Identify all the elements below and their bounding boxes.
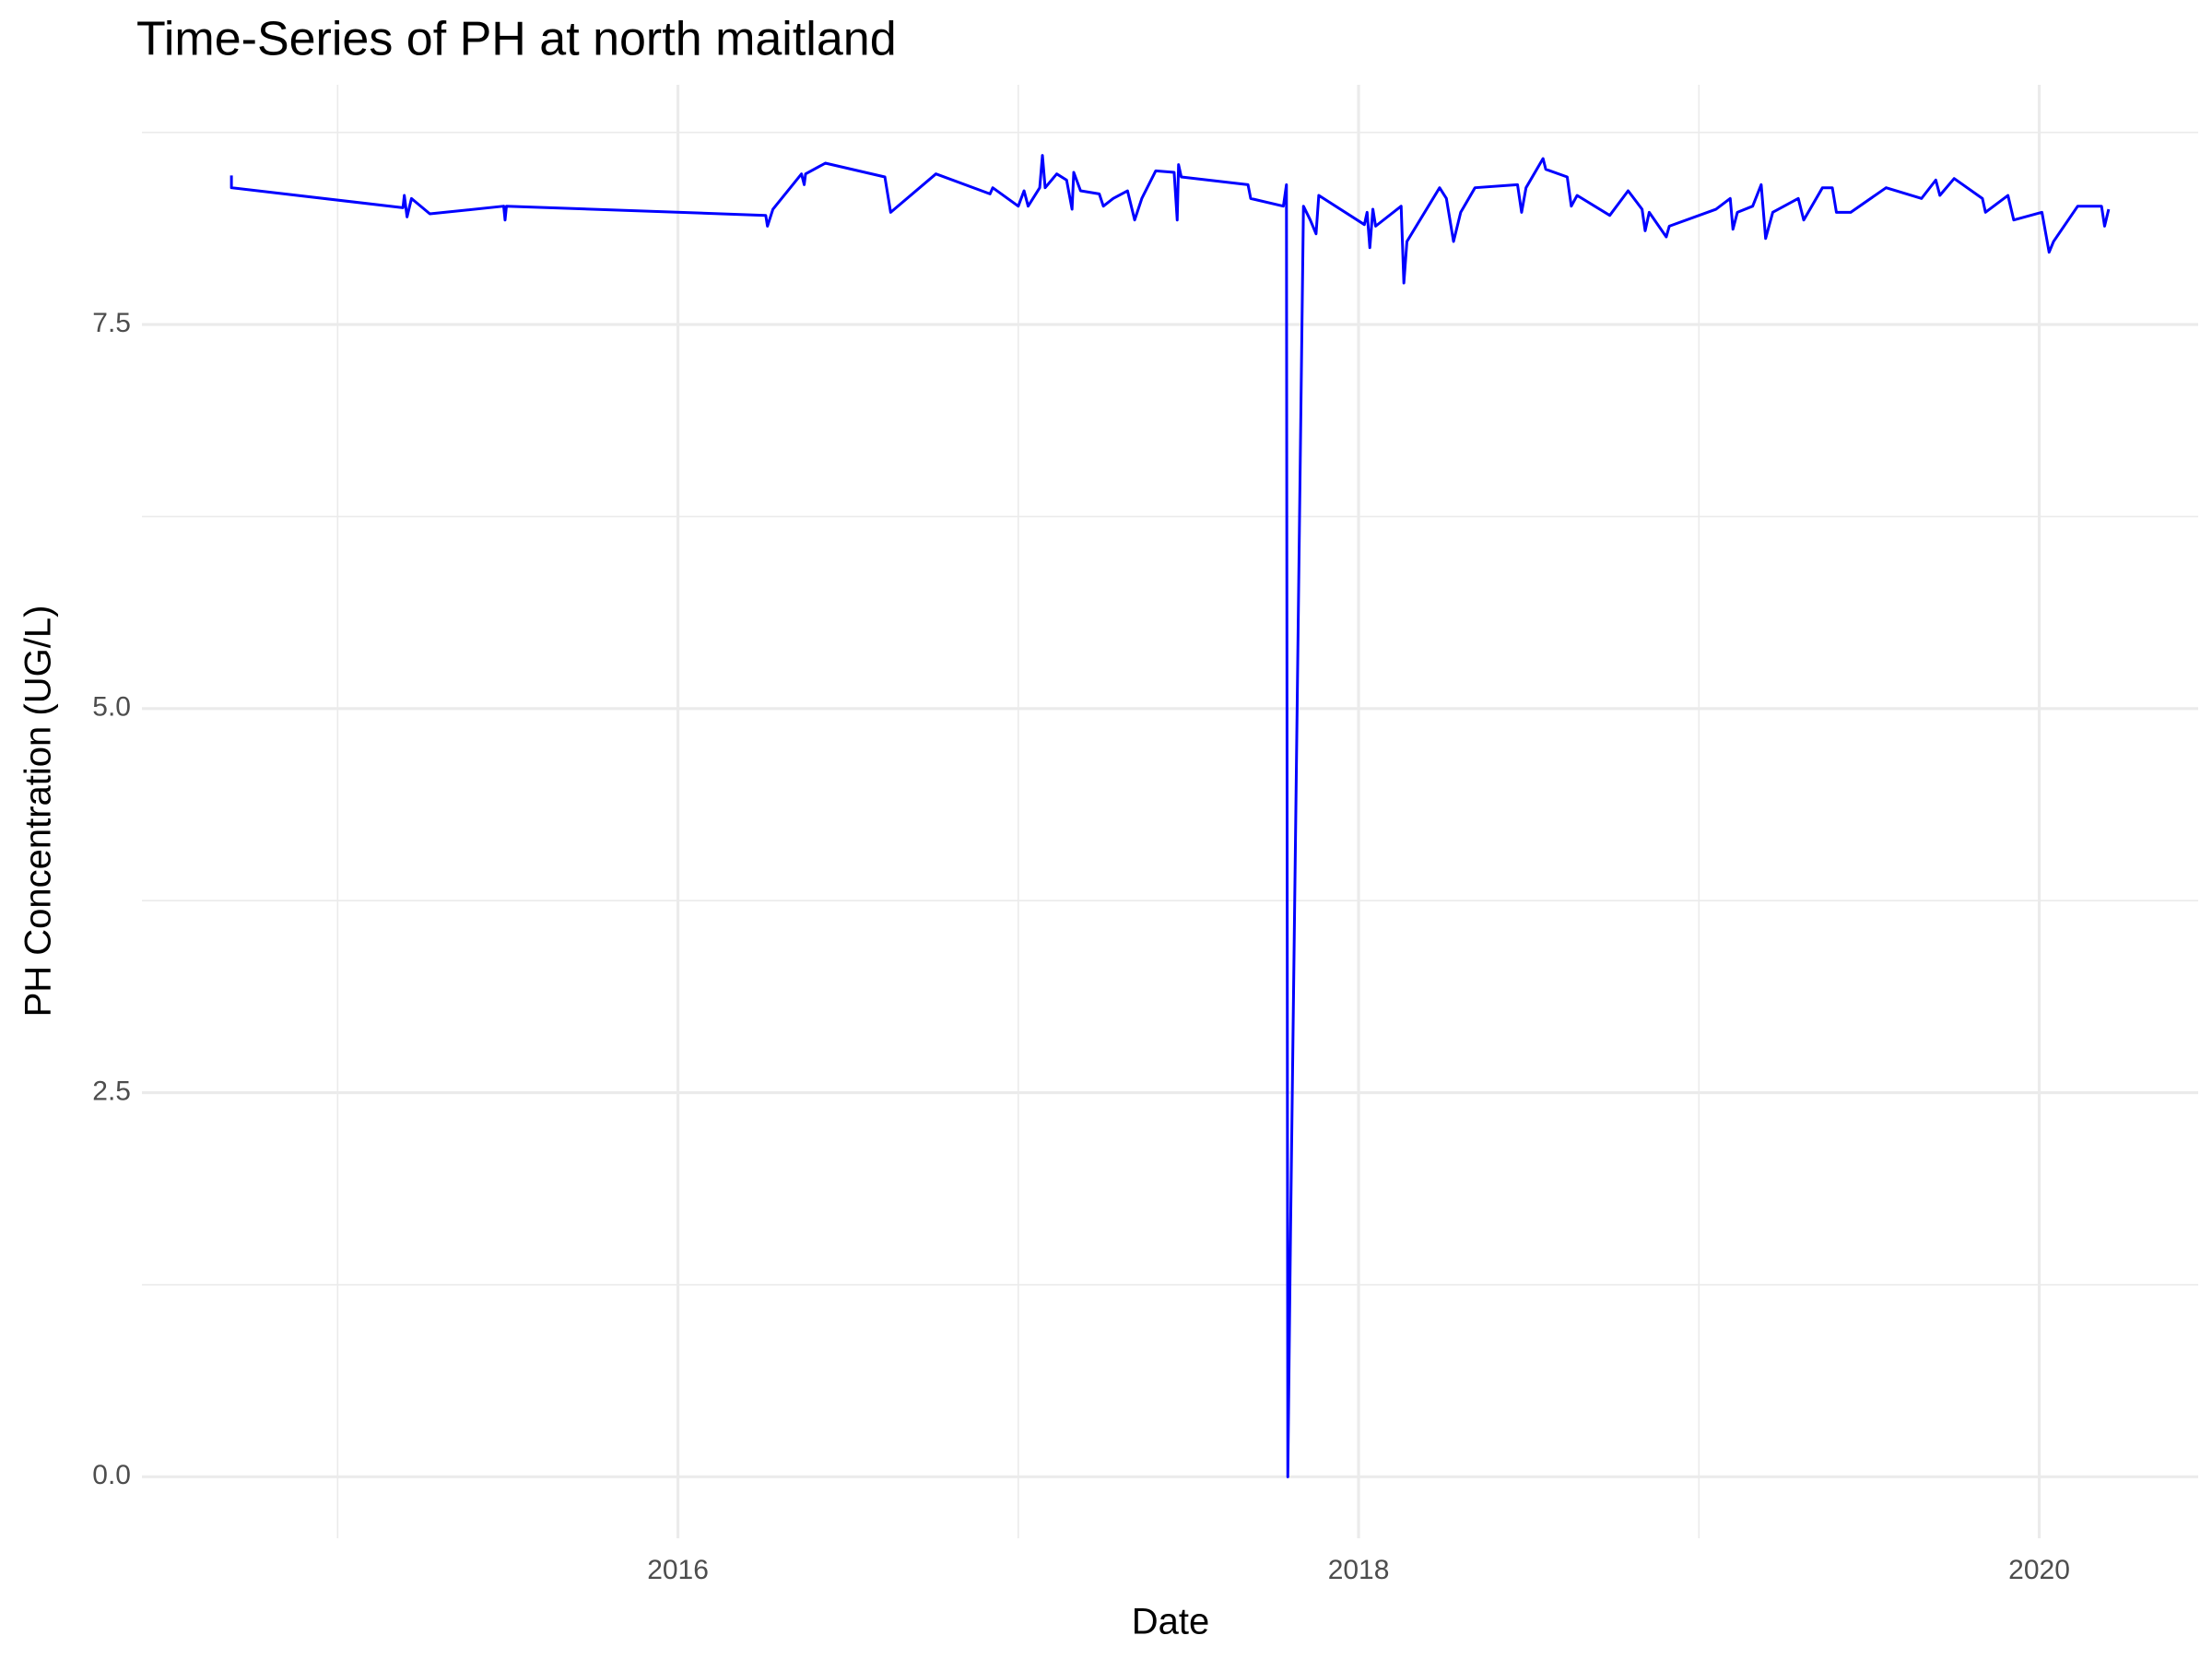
- x-tick-label: 2018: [1328, 1555, 1390, 1585]
- tick-labels: 0.0 2.5 5.0 7.5 2016 2018 2020: [92, 308, 2070, 1585]
- y-tick-label: 5.0: [92, 692, 131, 723]
- y-tick-label: 0.0: [92, 1460, 131, 1490]
- y-tick-label: 2.5: [92, 1076, 131, 1106]
- y-axis-title: PH Concentration (UG/L): [18, 606, 59, 1018]
- x-tick-label: 2016: [647, 1555, 709, 1585]
- x-tick-label: 2020: [2008, 1555, 2070, 1585]
- y-tick-label: 7.5: [92, 308, 131, 338]
- x-axis-title: Date: [1132, 1602, 1210, 1642]
- grid: [142, 85, 2198, 1538]
- plot-area: [229, 154, 2111, 1478]
- chart-title: Time-Series of PH at north maitland: [136, 13, 897, 66]
- data-line: [229, 154, 2111, 1478]
